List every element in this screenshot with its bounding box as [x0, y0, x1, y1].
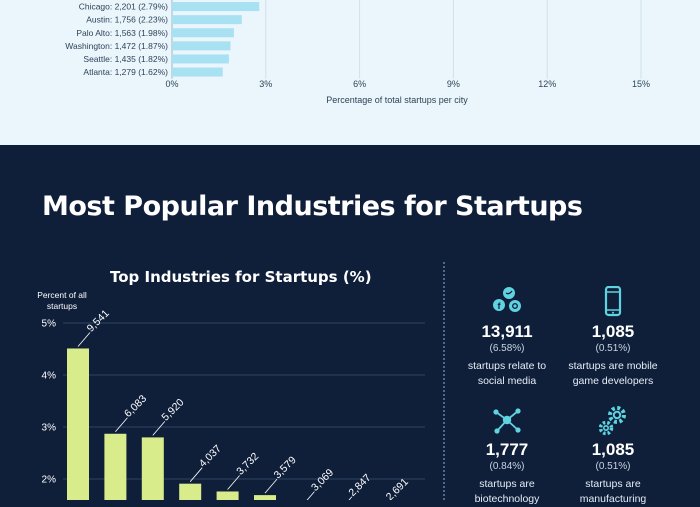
- industry-bar-label: 9,541: [85, 307, 112, 334]
- stat-description: startups relate to social media: [447, 359, 567, 389]
- industry-bar: [104, 433, 127, 500]
- city-tick-label: 6%: [353, 79, 366, 89]
- stat-social-media: f 13,911 (6.58%) startups relate to soci…: [447, 286, 567, 389]
- industry-tick-label: 4%: [42, 371, 57, 382]
- svg-text:f: f: [498, 301, 502, 311]
- stat-desc-line: startups are mobile: [568, 360, 658, 372]
- industry-bar-label: 5,920: [159, 396, 186, 423]
- stat-percent: (0.84%): [489, 461, 525, 472]
- city-bar: [172, 15, 242, 25]
- industry-bar-label: 6,083: [122, 393, 149, 420]
- city-tick-label: 0%: [165, 79, 178, 89]
- city-bar-chart: 0% 3% 6% 9% 12% 15% Chicago: 2,201 (2.79%) Aust…: [65, 0, 650, 105]
- city-bar: [172, 28, 234, 38]
- stat-desc-line: startups relate to: [467, 360, 547, 372]
- stat-desc-line: game developers: [572, 375, 654, 387]
- stat-desc-line: startups are: [479, 478, 535, 490]
- industry-bar-label: 2,847: [346, 472, 373, 499]
- industry-leader-line: [77, 332, 91, 347]
- city-bar: [172, 67, 223, 77]
- city-category-label: Seattle: 1,435 (1.82%): [83, 54, 168, 64]
- industry-bar-label: 4,037: [197, 443, 224, 470]
- stat-number: 1,777: [485, 440, 529, 459]
- city-chart-panel: 0% 3% 6% 9% 12% 15% Chicago: 2,201 (2.79%) Aust…: [0, 0, 700, 145]
- stat-manufacturing: 1,085 (0.51%) startups are manufacturing: [553, 404, 673, 507]
- stat-description: startups are biotechnology: [447, 477, 567, 507]
- stat-mobile-games: 1,085 (0.51%) startups are mobile game d…: [553, 286, 673, 389]
- industry-leader-line: [264, 478, 278, 494]
- industry-chart-title: Top Industries for Startups (%): [110, 268, 372, 286]
- city-category-label: Palo Alto: 1,563 (1.98%): [76, 28, 168, 38]
- industry-tick-label: 3%: [42, 423, 57, 434]
- divider: [443, 262, 445, 500]
- industry-bar: [254, 495, 276, 500]
- stat-desc-line: startups are: [585, 478, 641, 490]
- industry-leader-line: [348, 496, 353, 500]
- city-tick-label: 9%: [447, 79, 460, 89]
- industry-y-axis-label: startups: [47, 301, 77, 311]
- industry-bar: [179, 483, 202, 500]
- stat-number: 1,085: [591, 440, 635, 459]
- industry-bar: [141, 437, 164, 500]
- industry-bar-label: 3,069: [309, 467, 336, 494]
- social-media-icon: f: [493, 287, 521, 312]
- stat-percent: (0.51%): [595, 461, 631, 472]
- stat-description: startups are manufacturing: [553, 477, 673, 507]
- stat-number: 1,085: [591, 322, 635, 341]
- stat-percent: (0.51%): [595, 343, 631, 354]
- city-x-axis-label: Percentage of total startups per city: [326, 95, 468, 105]
- industry-bar-label: 2,691: [384, 476, 411, 500]
- industry-bar: [67, 348, 89, 500]
- city-tick-label: 12%: [538, 79, 556, 89]
- city-category-label: Washington: 1,472 (1.87%): [65, 41, 168, 51]
- industry-tick-label: 2%: [42, 475, 57, 486]
- city-bar: [172, 2, 260, 12]
- gears-icon: [598, 406, 626, 436]
- city-bar: [172, 54, 229, 64]
- city-category-label: Chicago: 2,201 (2.79%): [79, 2, 168, 12]
- city-category-label: Atlanta: 1,279 (1.62%): [83, 67, 168, 77]
- industry-leader-line: [152, 421, 166, 436]
- industry-bar-label: 3,732: [234, 450, 261, 477]
- industry-leader-line: [115, 417, 128, 433]
- stat-percent: (6.58%): [489, 343, 525, 354]
- city-bar: [172, 41, 231, 51]
- industry-bar: [216, 491, 239, 500]
- stat-number: 13,911: [481, 322, 533, 341]
- stat-desc-line: social media: [477, 375, 537, 387]
- industry-leader-line: [227, 475, 240, 490]
- industry-leader-line: [189, 467, 203, 482]
- city-tick-label: 3%: [259, 79, 272, 89]
- section-title: Most Popular Industries for Startups: [42, 191, 583, 222]
- city-tick-label: 15%: [632, 79, 650, 89]
- stat-biotechnology: 1,777 (0.84%) startups are biotechnology: [447, 404, 567, 507]
- industry-leader-line: [306, 491, 315, 500]
- smartphone-icon: [604, 286, 622, 317]
- industry-y-axis-label: Percent of all: [37, 290, 87, 300]
- stat-description: startups are mobile game developers: [553, 359, 673, 389]
- industry-tick-label: 5%: [42, 319, 57, 330]
- city-category-label: Austin: 1,756 (2.23%): [86, 15, 168, 25]
- molecule-icon: [493, 408, 521, 434]
- industry-bar-label: 3,579: [272, 454, 299, 481]
